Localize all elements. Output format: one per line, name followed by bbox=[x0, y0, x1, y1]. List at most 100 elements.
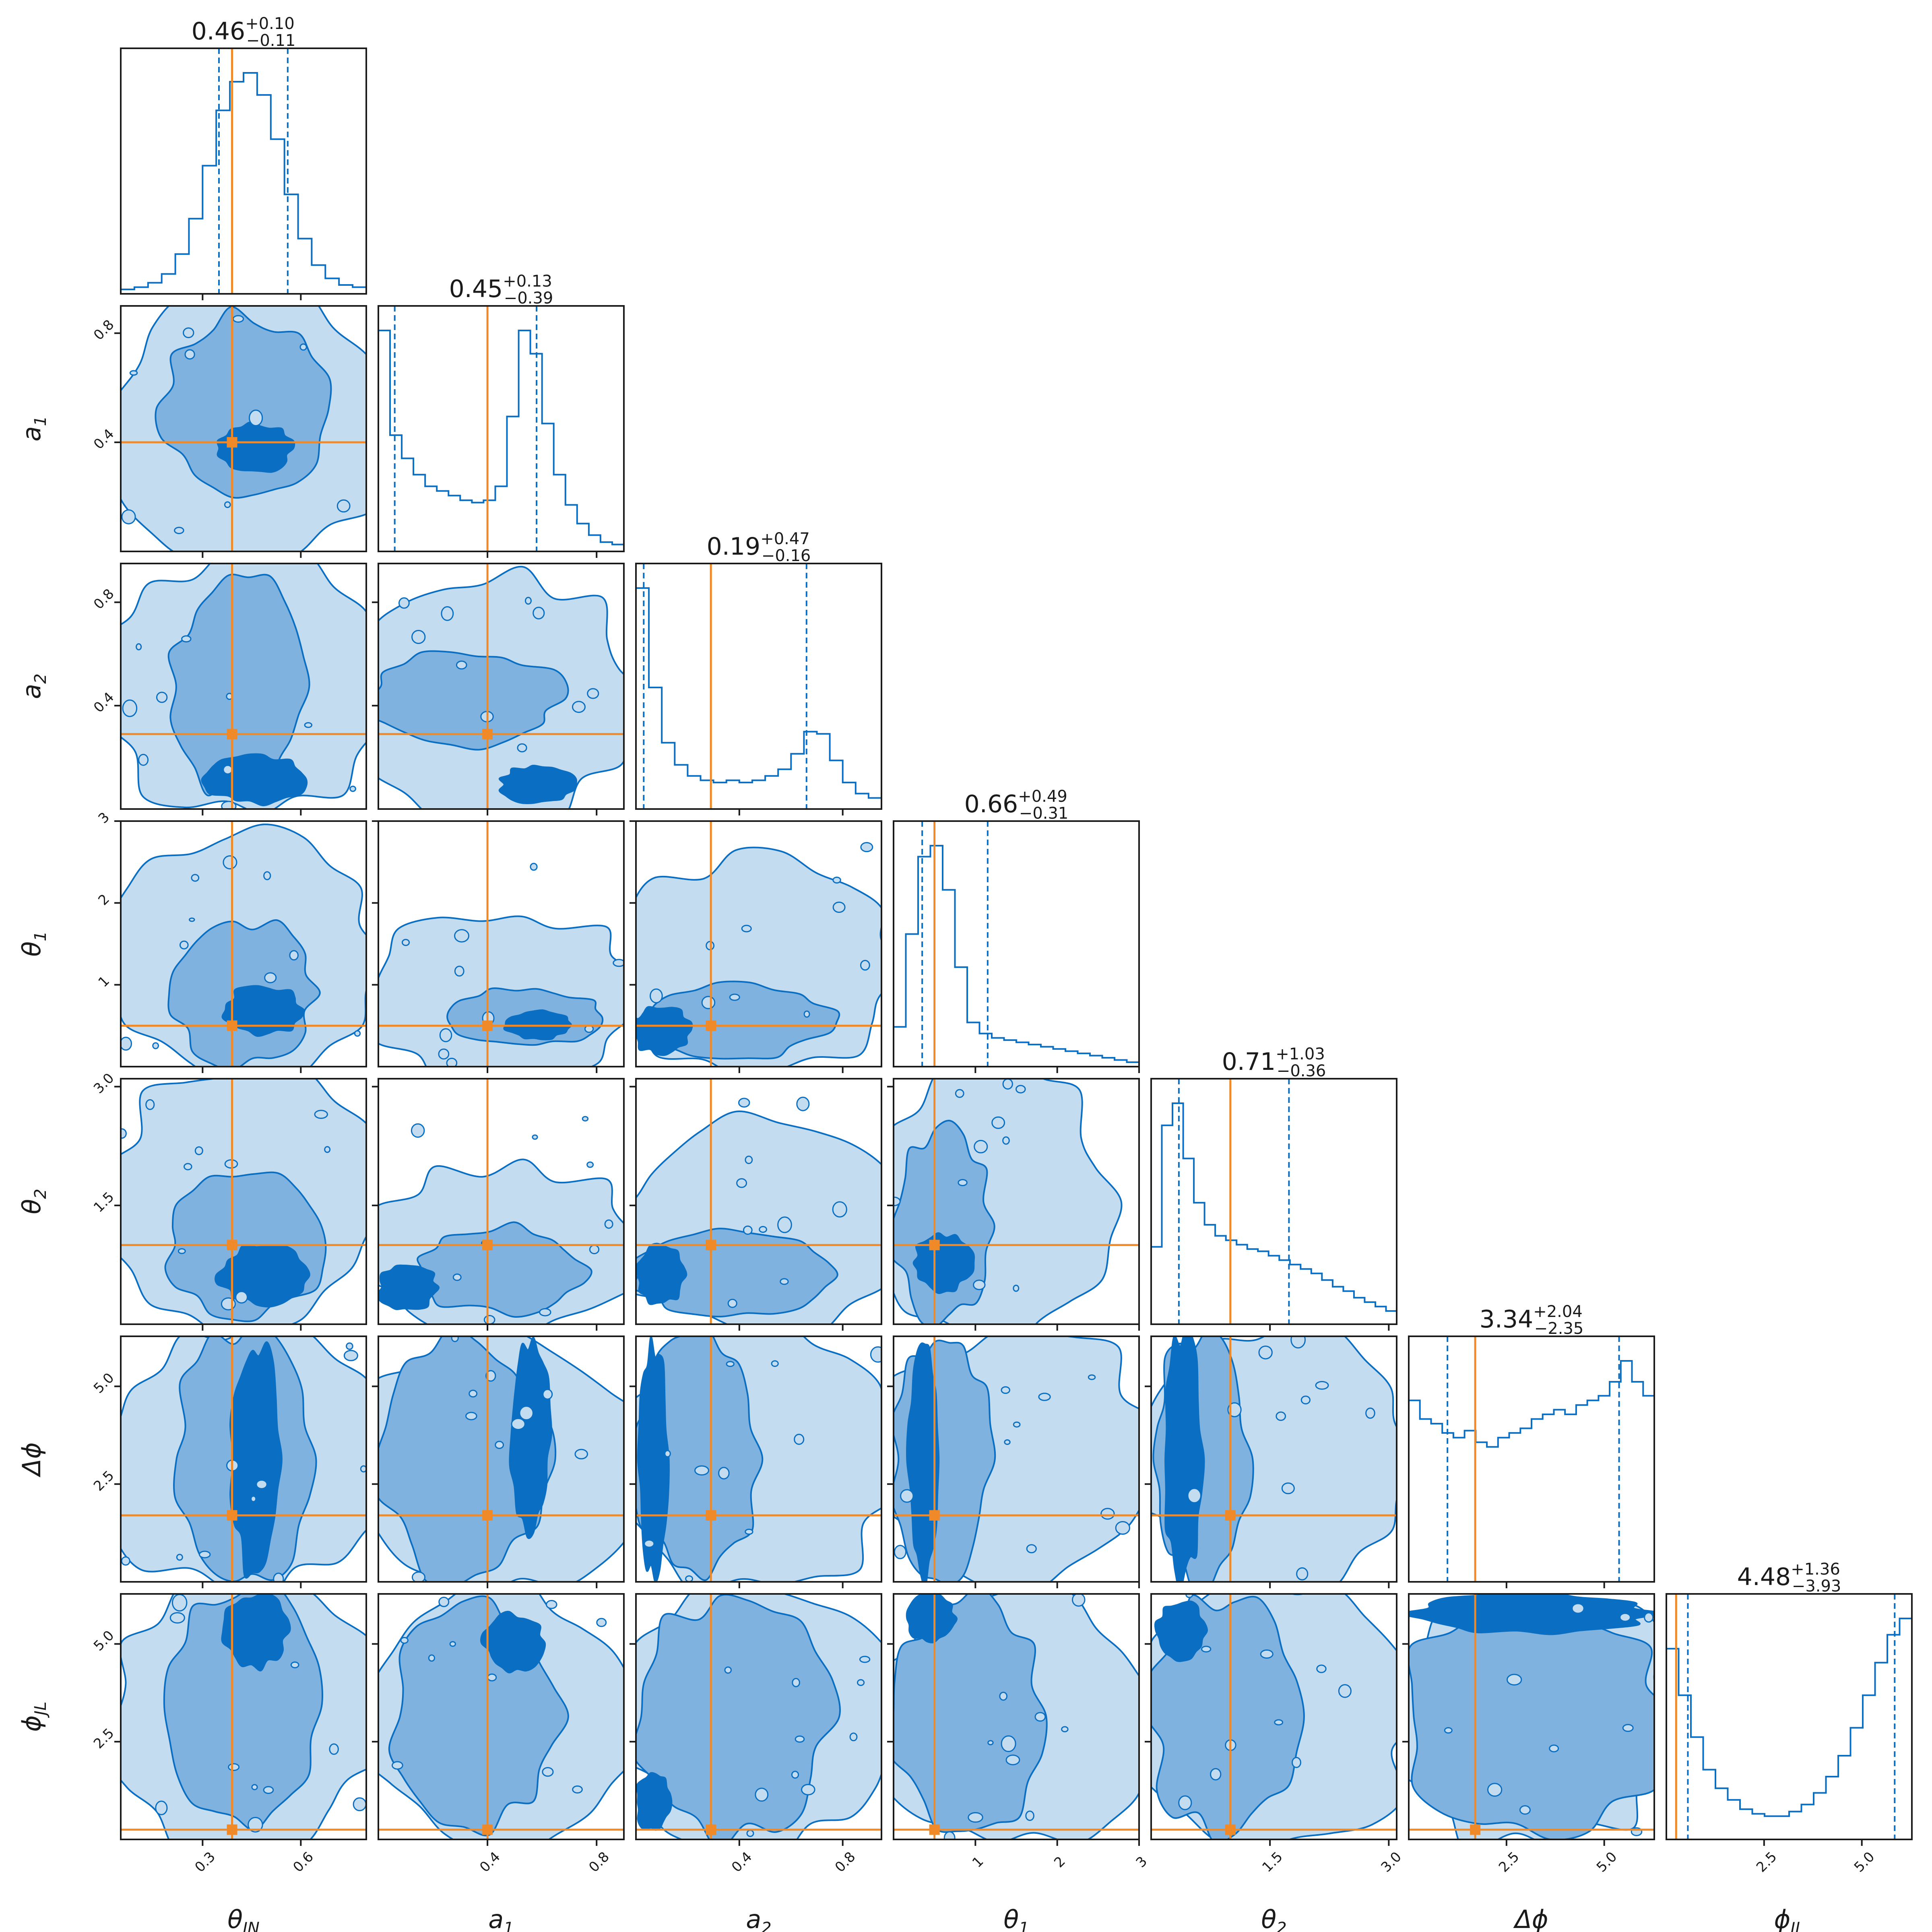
contour-island bbox=[755, 1788, 769, 1802]
contour-island bbox=[604, 1219, 613, 1229]
contour-island bbox=[454, 929, 470, 943]
contour-island bbox=[803, 1010, 810, 1018]
histogram-step-theta_jn bbox=[121, 72, 366, 294]
y-tick-label-theta_2: 3.0 bbox=[91, 1070, 118, 1097]
contour-island bbox=[694, 1465, 709, 1476]
axis-label-main: θ bbox=[1003, 1905, 1019, 1932]
panel-content bbox=[636, 1336, 881, 1582]
title-median: 3.34 bbox=[1480, 1305, 1534, 1333]
panel-phi_jl-vs-theta_1: 1 2 3 bbox=[887, 1593, 1150, 1871]
contour-island bbox=[587, 688, 599, 699]
contour-island bbox=[1210, 1768, 1222, 1781]
contour-middle bbox=[636, 1594, 841, 1839]
contour-island bbox=[391, 1761, 403, 1770]
contour-island bbox=[251, 1784, 258, 1790]
contour-inner bbox=[912, 1232, 975, 1294]
panel-delta_phi-vs-theta_1 bbox=[887, 1335, 1140, 1588]
axis-label-sub: 2 bbox=[761, 1919, 771, 1932]
contour-island bbox=[354, 1030, 361, 1037]
title-err-minus: −3.93 bbox=[1792, 1577, 1841, 1596]
contour-island bbox=[999, 1691, 1008, 1701]
contour-island bbox=[1034, 1712, 1046, 1722]
axis-label-sub: 1 bbox=[31, 931, 50, 941]
panel-content bbox=[1151, 1336, 1397, 1582]
axis-label-main: a bbox=[746, 1905, 761, 1932]
panel-frame bbox=[120, 47, 367, 295]
contour-inner bbox=[636, 1006, 693, 1056]
y-tick-label-theta_2: 1.5 bbox=[91, 1189, 118, 1216]
panel-frame bbox=[1150, 1078, 1397, 1325]
contour-island bbox=[121, 1556, 130, 1566]
panel-content bbox=[894, 1336, 1139, 1582]
truth-marker bbox=[1225, 1510, 1236, 1521]
y-axis-label-phi_jl: ϕJL bbox=[17, 1702, 50, 1732]
contour-island bbox=[398, 597, 410, 609]
contour-island bbox=[353, 1797, 366, 1811]
contour-inner bbox=[498, 764, 577, 804]
contour-inner bbox=[480, 1610, 546, 1674]
truth-marker bbox=[706, 1510, 716, 1521]
panel-frame bbox=[1666, 1593, 1913, 1840]
contour-island bbox=[870, 1346, 881, 1363]
contour-island bbox=[438, 1596, 450, 1607]
contour-island bbox=[771, 1360, 779, 1367]
title-median: 0.71 bbox=[1222, 1048, 1276, 1076]
panel-content bbox=[636, 1079, 881, 1324]
contour-island bbox=[451, 1336, 459, 1342]
contour-island bbox=[1258, 1345, 1273, 1360]
contour-island bbox=[248, 409, 263, 427]
contour-island bbox=[860, 842, 873, 852]
panel-content bbox=[121, 821, 366, 1067]
contour-island bbox=[1015, 1085, 1026, 1094]
contour-island bbox=[832, 877, 841, 884]
contour-island bbox=[343, 1350, 358, 1361]
x-tick-label-theta_jn: 0.3 bbox=[192, 1849, 219, 1876]
contour-island bbox=[736, 1178, 747, 1188]
panel-frame bbox=[1408, 1593, 1655, 1840]
contour-island bbox=[1444, 1727, 1453, 1734]
axis-label-main: Δϕ bbox=[17, 1442, 46, 1477]
panel-a_1-vs-a_1 bbox=[378, 305, 625, 558]
contour-island bbox=[349, 786, 356, 792]
contour-island bbox=[441, 606, 454, 621]
contour-island bbox=[857, 1679, 865, 1686]
panel-content bbox=[121, 564, 366, 809]
y-axis-label-a_1: a1 bbox=[17, 416, 50, 441]
panel-frame bbox=[378, 820, 625, 1067]
contour-island bbox=[454, 966, 464, 977]
axis-label-main: Δϕ bbox=[1513, 1905, 1548, 1932]
contour-island bbox=[724, 1666, 732, 1674]
contour-island bbox=[650, 988, 663, 1003]
x-axis-label-phi_jl: ϕJL bbox=[1774, 1905, 1804, 1932]
contour-inner bbox=[378, 1264, 440, 1310]
panel-theta_2-vs-a_2 bbox=[630, 1078, 882, 1331]
contour-inner bbox=[221, 1594, 291, 1672]
histogram-step-a_2 bbox=[636, 587, 881, 809]
panel-content bbox=[636, 1594, 881, 1839]
y-tick-label-theta_1: 3 bbox=[95, 809, 113, 827]
contour-island bbox=[122, 699, 138, 717]
contour-island bbox=[1001, 1735, 1016, 1752]
contour-island bbox=[1507, 1674, 1522, 1686]
contour-middle bbox=[378, 1336, 557, 1582]
panel-frame bbox=[1150, 1335, 1397, 1583]
contour-island bbox=[183, 327, 194, 339]
contour-island bbox=[228, 1763, 240, 1771]
contour-island bbox=[152, 1042, 159, 1049]
contour-island bbox=[336, 499, 351, 513]
panel-a_1-vs-theta_jn: 0.4 0.8 bbox=[91, 305, 367, 558]
y-tick-label-delta_phi: 5.0 bbox=[91, 1370, 118, 1397]
panel-content bbox=[1409, 1336, 1654, 1582]
title-median: 4.48 bbox=[1737, 1563, 1791, 1591]
panel-frame bbox=[635, 1593, 882, 1840]
contour-island bbox=[511, 1418, 526, 1430]
contour-island bbox=[1519, 1805, 1531, 1815]
contour-inner bbox=[906, 1342, 940, 1582]
contour-island bbox=[701, 996, 716, 1009]
contour-island bbox=[155, 1800, 168, 1815]
panel-phi_jl-vs-theta_jn: 0.3 0.6 2.5 5.0 bbox=[91, 1593, 367, 1876]
y-axis-label-theta_2: θ2 bbox=[17, 1189, 50, 1214]
panel-theta_2-vs-a_1 bbox=[372, 1078, 625, 1331]
y-axis-label-theta_1: θ1 bbox=[17, 931, 50, 956]
axis-label-main: ϕ bbox=[17, 1715, 46, 1732]
